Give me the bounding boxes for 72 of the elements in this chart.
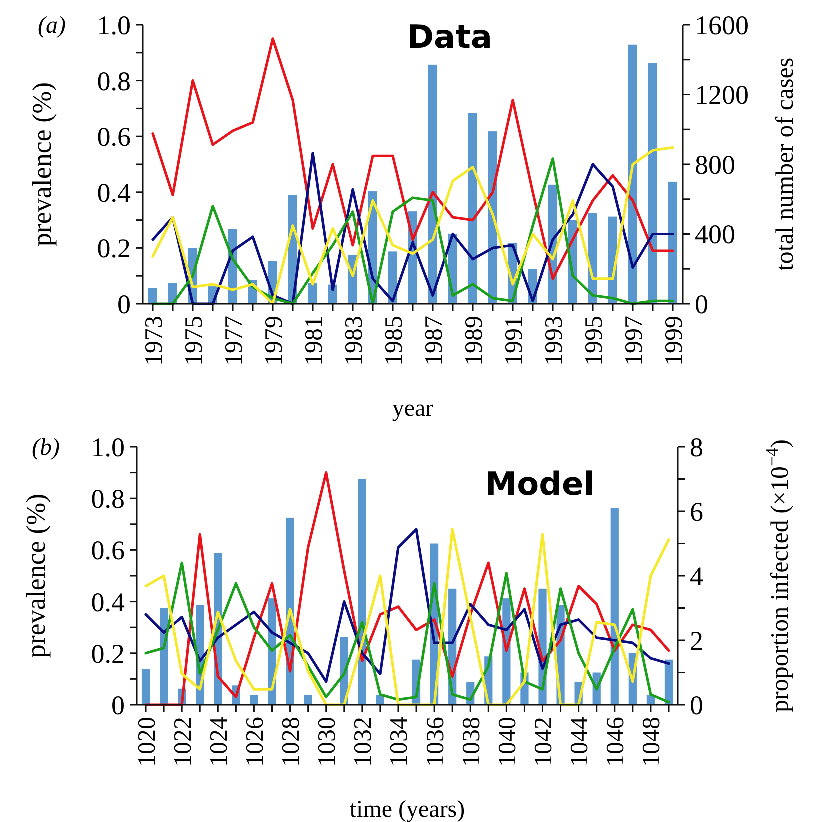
y-tick-label: 1.0 [97, 10, 131, 40]
x-tick-label: 1020 [134, 717, 161, 767]
x-tick-label: 1038 [458, 717, 486, 767]
x-tick-label: 1989 [460, 316, 488, 366]
line-series [144, 562, 670, 704]
x-tick-label: 1032 [350, 717, 378, 767]
x-tick-label: 1048 [638, 717, 666, 767]
y-tick-label: 0.2 [91, 638, 125, 669]
x-tick-label: 1042 [530, 717, 558, 767]
x-tick-label: 1022 [170, 717, 197, 767]
y-tick-label: 1.0 [91, 432, 125, 462]
x-tick-label: 1991 [500, 316, 528, 366]
bar [668, 182, 678, 304]
bar [304, 695, 312, 705]
x-tick-label: 1995 [580, 316, 608, 366]
x-tick-label: 1046 [602, 717, 630, 767]
y-tick-label: 0.8 [97, 66, 131, 96]
x-tick-label: 1973 [140, 316, 168, 366]
x-tick-label: 1040 [494, 717, 522, 767]
y2-tick-label: 2 [690, 626, 704, 656]
y2-tick-label: 0 [690, 690, 704, 720]
x-tick-label: 1987 [420, 316, 448, 366]
y2-tick-label: 6 [690, 496, 704, 527]
x-tick-label: 1036 [422, 717, 450, 767]
x-tick-label: 1985 [380, 316, 408, 366]
x-axis-title: time (years) [350, 797, 466, 822]
y2-tick-label: 8 [690, 432, 704, 462]
bar [308, 283, 318, 304]
y-tick-label: 0.4 [91, 587, 126, 618]
bar [664, 660, 674, 705]
y-tick-label: 0.6 [91, 536, 125, 566]
y2-tick-label: 1200 [695, 80, 749, 110]
x-tick-label: 1993 [540, 316, 568, 366]
bar [142, 670, 150, 705]
bar [148, 288, 158, 304]
y2-tick-label: 800 [695, 150, 736, 180]
y-tick-label: 0.4 [97, 178, 132, 208]
x-tick-label: 1028 [278, 717, 306, 767]
x-tick-label: 1983 [340, 316, 368, 366]
chart-title: Data [407, 18, 493, 56]
bar [610, 508, 619, 705]
x-tick-label: 1975 [180, 316, 208, 366]
x-axis-title: year [392, 396, 434, 422]
y-axis-title: prevalence (%) [27, 82, 57, 247]
x-tick-label: 1997 [620, 316, 648, 366]
x-tick-label: 1999 [660, 316, 688, 366]
bar [628, 44, 638, 304]
x-tick-label: 1977 [220, 316, 248, 366]
y-axis-title: prevalence (%) [21, 494, 51, 658]
y2-axis-title: total number of cases [772, 58, 799, 272]
bar [468, 113, 478, 304]
x-tick-label: 1030 [314, 717, 342, 767]
x-tick-label: 1979 [260, 316, 288, 366]
x-tick-label: 1034 [386, 716, 414, 767]
text: Model [485, 465, 595, 503]
x-tick-label: 1044 [566, 716, 594, 767]
x-tick-label: 1981 [300, 316, 328, 366]
y2-tick-label: 1600 [695, 10, 749, 40]
y2-tick-label: 0 [695, 289, 708, 320]
x-tick-label: 1026 [242, 717, 269, 767]
bar [250, 695, 258, 705]
text: (a) [38, 13, 66, 39]
y2-tick-label: 4 [690, 561, 704, 592]
y-tick-label: 0 [118, 289, 131, 320]
x-tick-label: 1024 [206, 716, 233, 767]
bar [648, 63, 658, 304]
y-tick-label: 0.6 [97, 122, 131, 152]
y-tick-label: 0.2 [97, 234, 131, 264]
y-tick-label: 0 [112, 690, 125, 720]
y-tick-label: 0.8 [91, 484, 125, 514]
y2-tick-label: 400 [695, 220, 736, 250]
text: (b) [32, 435, 60, 461]
